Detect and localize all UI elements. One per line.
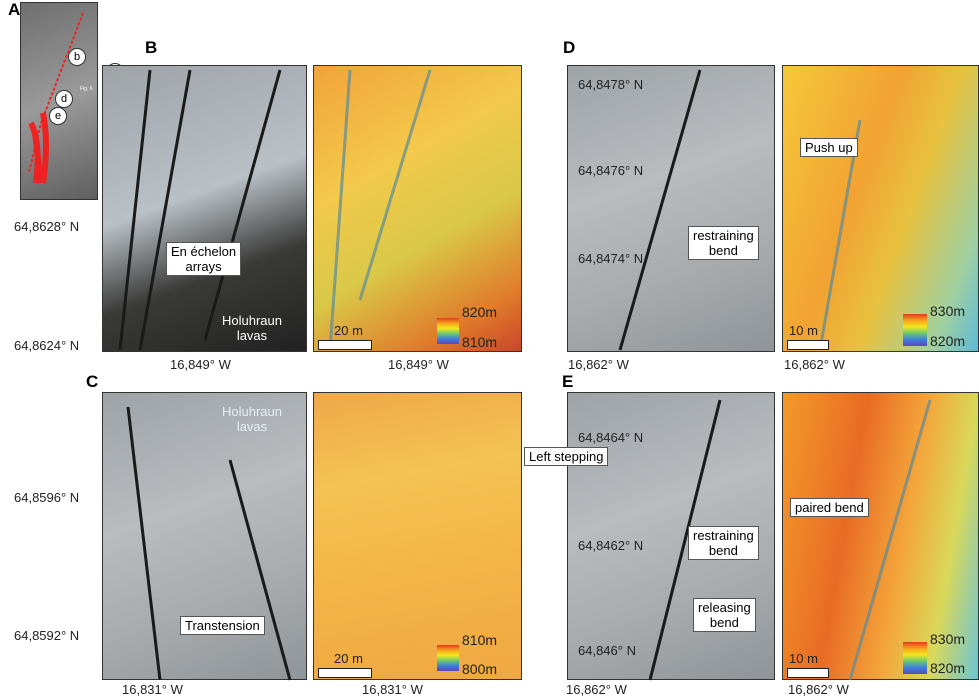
color-bar — [437, 318, 459, 344]
scale-label: 20 m — [334, 323, 363, 338]
legend-label: 800m — [462, 661, 497, 677]
longitude-label: 16,849° W — [388, 357, 449, 372]
legend-label: 820m — [462, 304, 497, 320]
longitude-label: 16,849° W — [170, 357, 231, 372]
latitude-label: 64,8476° N — [578, 163, 643, 178]
longitude-label: 16,862° W — [784, 357, 845, 372]
annotation: Push up — [800, 138, 858, 157]
longitude-label: 16,831° W — [362, 682, 423, 697]
scale-bar — [318, 340, 372, 350]
legend-label: 820m — [930, 333, 965, 349]
color-bar — [903, 642, 927, 674]
latitude-label: 64,8474° N — [578, 251, 643, 266]
legend-label: 830m — [930, 303, 965, 319]
legend-label: 820m — [930, 660, 965, 676]
latitude-label: 64,8462° N — [578, 538, 643, 553]
latitude-label: 64,8478° N — [578, 77, 643, 92]
latitude-label: 64,846° N — [578, 643, 636, 658]
figure: b c d e Fig. 6 A B C D E 64,8628° N 64,8… — [0, 0, 979, 697]
longitude-label: 16,862° W — [566, 682, 627, 697]
scale-label: 20 m — [334, 651, 363, 666]
color-bar — [903, 314, 927, 346]
scale-bar — [787, 340, 829, 350]
latitude-label: 64,8596° N — [14, 490, 79, 505]
latitude-label: 64,8624° N — [14, 338, 79, 353]
annotation: En échelon arrays — [166, 242, 241, 276]
scale-bar — [318, 668, 372, 678]
annotation: Holuhraun lavas — [222, 313, 282, 343]
annotation: restraining bend — [688, 526, 759, 560]
annotation: Transtension — [180, 616, 265, 635]
annotation: Holuhraun lavas — [222, 404, 282, 434]
latitude-label: 64,8592° N — [14, 628, 79, 643]
scale-label: 10 m — [789, 323, 818, 338]
latitude-label: 64,8464° N — [578, 430, 643, 445]
annotation: releasing bend — [693, 598, 756, 632]
legend-label: 810m — [462, 632, 497, 648]
annotation: paired bend — [790, 498, 869, 517]
annotation: restraining bend — [688, 226, 759, 260]
longitude-label: 16,862° W — [788, 682, 849, 697]
annotation: Left stepping — [524, 447, 608, 466]
color-bar — [437, 645, 459, 671]
longitude-label: 16,862° W — [568, 357, 629, 372]
scale-bar — [787, 668, 829, 678]
legend-label: 810m — [462, 334, 497, 350]
latitude-label: 64,8628° N — [14, 219, 79, 234]
longitude-label: 16,831° W — [122, 682, 183, 697]
legend-label: 830m — [930, 631, 965, 647]
scale-label: 10 m — [789, 651, 818, 666]
